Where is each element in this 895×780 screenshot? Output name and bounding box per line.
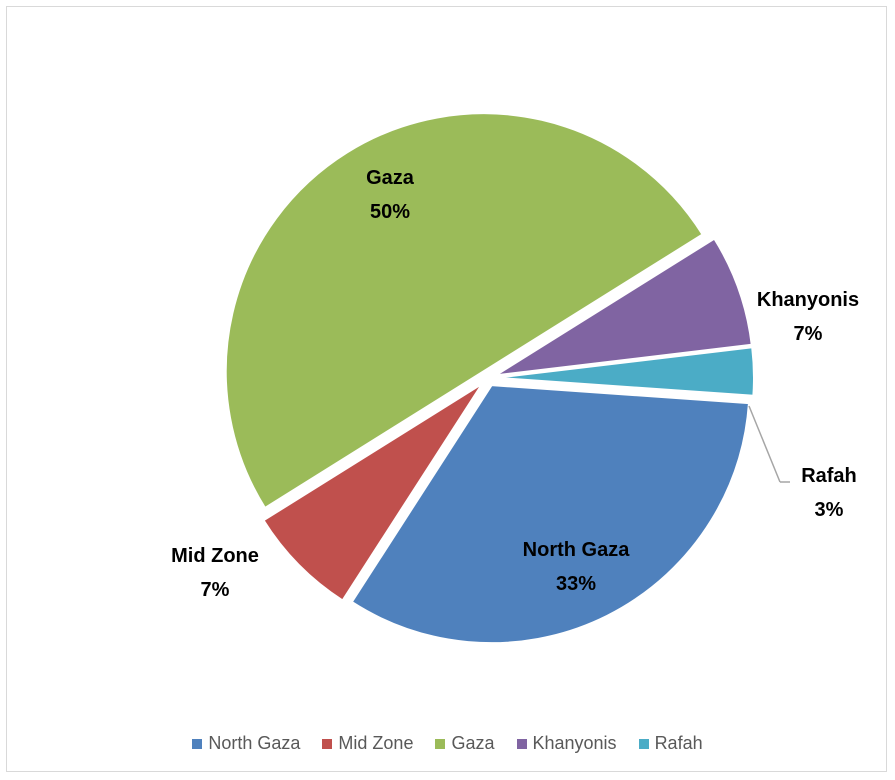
data-label-khanyonis-name: Khanyonis [757,289,859,311]
data-label-gaza-value: 50% [370,201,410,223]
legend-label-north-gaza: North Gaza [208,733,301,753]
pie-slice-khanyonis [495,237,753,377]
pie-slice-mid-zone [262,382,484,602]
legend-label-khanyonis: Khanyonis [532,733,617,753]
legend-label-rafah: Rafah [654,733,703,753]
pie-slices [224,112,755,645]
data-label-rafah-value: 3% [815,499,844,521]
data-label-north-gaza-name: North Gaza [523,539,631,561]
legend-label-gaza: Gaza [451,733,495,753]
data-label-north-gaza-value: 33% [556,573,596,595]
pie-slice-gaza [224,112,704,510]
data-label-mid-zone-name: Mid Zone [171,545,259,567]
legend-item-north-gaza: North Gaza [192,733,300,754]
pie-slice-rafah [495,346,755,397]
legend-item-mid-zone: Mid Zone [322,733,413,754]
legend-swatch-gaza [435,738,446,749]
legend-swatch-mid-zone [322,738,333,749]
legend-item-rafah: Rafah [638,733,703,754]
data-label-khanyonis-value: 7% [794,323,823,345]
legend-swatch-rafah [638,738,649,749]
legend-item-khanyonis: Khanyonis [516,733,617,754]
rafah-leader-line [748,405,781,483]
data-label-rafah-name: Rafah [801,465,857,487]
legend-swatch-khanyonis [516,738,527,749]
chart-legend: North Gaza Mid Zone Gaza Khanyonis Rafah [0,733,895,754]
pie-slice-north-gaza [350,384,751,645]
legend-swatch-north-gaza [192,738,203,749]
data-label-mid-zone-value: 7% [201,579,230,601]
legend-item-gaza: Gaza [435,733,495,754]
legend-label-mid-zone: Mid Zone [338,733,414,753]
data-label-gaza-name: Gaza [366,167,415,189]
